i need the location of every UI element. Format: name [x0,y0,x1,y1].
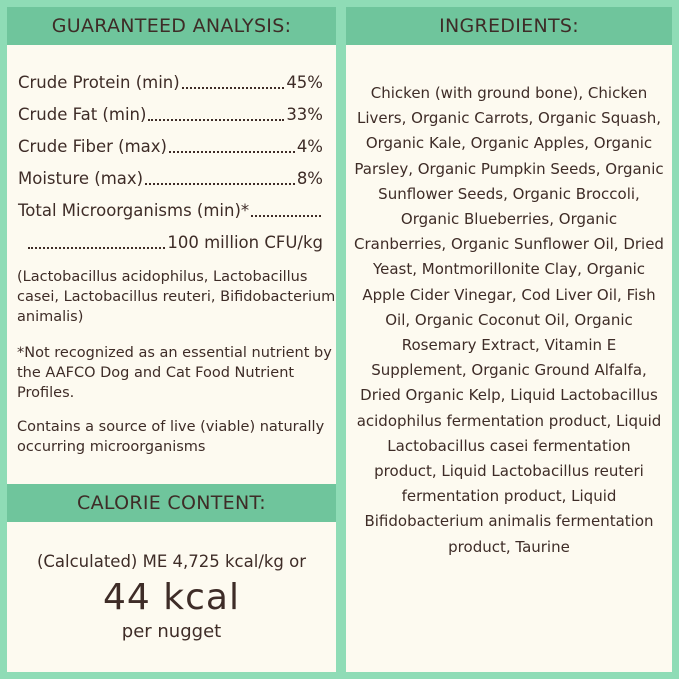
strains-note: (Lactobacillus acidophilus, Lactobacillu… [17,269,336,325]
row-value: 4% [296,137,323,156]
row-value: 33% [286,105,323,124]
row-value: 100 million CFU/kg [167,233,323,252]
dot-leader [145,163,295,195]
dot-leader [168,131,295,163]
guaranteed-analysis-header: GUARANTEED ANALYSIS: [7,7,336,45]
row-label: Moisture (max) [18,169,144,188]
dot-leader [148,99,285,131]
calorie-per-nugget-value: 44 kcal [103,577,240,618]
ingredients-list: Chicken (with ground bone), Chicken Live… [354,84,664,556]
analysis-row-protein: Crude Protein (min) 45% [18,67,323,99]
row-label: Crude Protein (min) [18,73,180,92]
row-label: Crude Fiber (max) [18,137,167,156]
row-value: 8% [296,169,323,188]
aafco-note: *Not recognized as an essential nutrient… [17,345,332,401]
ingredients-panel: INGREDIENTS: Chicken (with ground bone),… [346,7,672,672]
dot-leader [251,195,321,227]
analysis-row-fat: Crude Fat (min) 33% [18,99,323,131]
analysis-row-microorganisms: Total Microorganisms (min)* [18,195,323,227]
calorie-content-header: CALORIE CONTENT: [7,484,336,522]
row-label: Crude Fat (min) [18,105,147,124]
per-nugget-label: per nugget [121,621,222,642]
analysis-row-moisture: Moisture (max) 8% [18,163,323,195]
analysis-row-fiber: Crude Fiber (max) 4% [18,131,323,163]
dot-leader [28,227,166,259]
row-value: 45% [286,73,323,92]
analysis-row-cfu: 100 million CFU/kg [18,227,323,259]
row-label: Total Microorganisms (min)* [18,201,250,220]
guaranteed-analysis-panel: GUARANTEED ANALYSIS: Crude Protein (min)… [7,7,336,672]
live-microorganisms-note: Contains a source of live (viable) natur… [17,419,325,455]
calorie-me-line: (Calculated) ME 4,725 kcal/kg or [36,552,307,571]
dot-leader [181,67,285,99]
ingredients-header: INGREDIENTS: [346,7,672,45]
analysis-table: Crude Protein (min) 45% Crude Fat (min) 33… [18,67,323,259]
